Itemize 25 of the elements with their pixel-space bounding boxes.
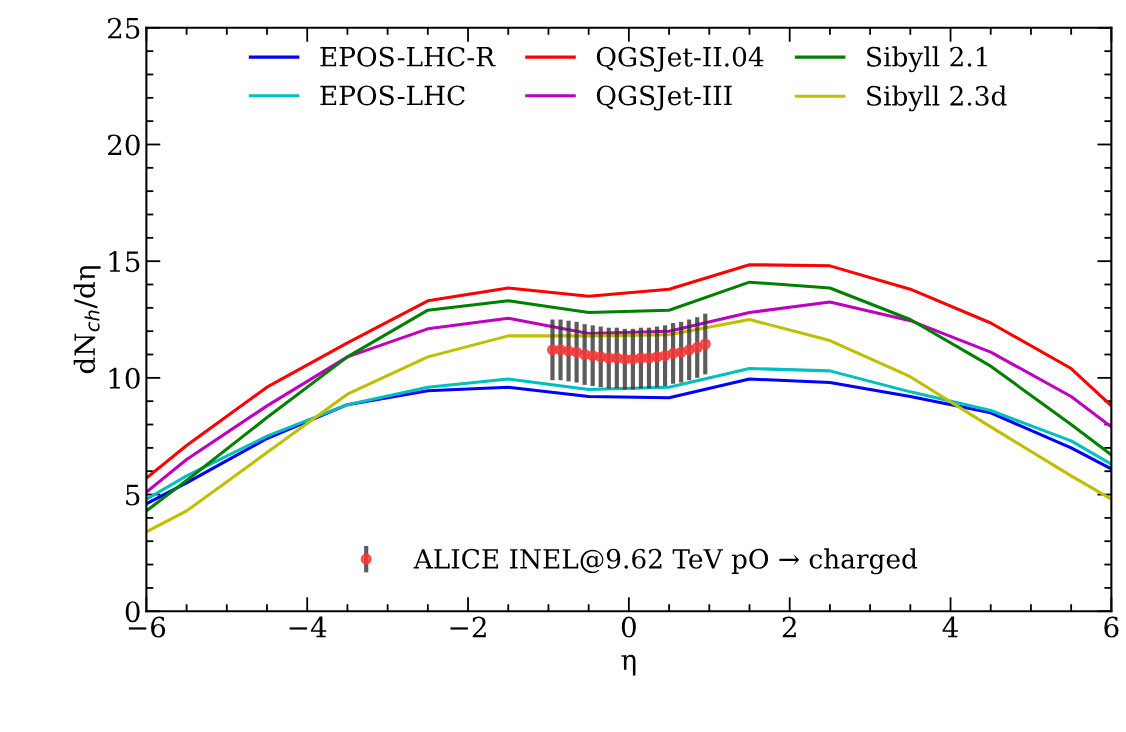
x-tick-label: 6 (1104, 616, 1119, 638)
point (691, 341, 703, 354)
y-tick-label: 5 (126, 484, 140, 506)
y-tick-label: 10 (109, 367, 140, 389)
x-tick-label: 2 (782, 616, 796, 638)
y-tick-label: 20 (108, 134, 140, 156)
legend-label: EPOS-LHC (320, 85, 465, 106)
point (699, 338, 711, 350)
line-series (146, 280, 1112, 513)
x-tick-label: 4 (942, 616, 958, 638)
x-tick-label: −4 (289, 616, 327, 638)
legend-label: EPOS-LHC-R (320, 46, 496, 67)
legend-label: QGSJet-II.04 (596, 46, 764, 72)
y-axis-title: dN$_{ch}$/dη (73, 266, 101, 374)
x-axis-title: η (621, 654, 636, 676)
legend-label: ALICE INEL@9.62 TeV pO → charged (413, 548, 918, 575)
x-tick-label: 0 (621, 616, 636, 638)
legend-label: Sibyll 2.1 (867, 46, 987, 73)
x-tick-label: −2 (450, 616, 486, 638)
legend-label: QGSJet-III (596, 85, 732, 111)
y-tick-label: 15 (109, 251, 140, 273)
line-series (146, 317, 1112, 534)
line-series (146, 263, 1112, 480)
y-tick-label: 25 (108, 17, 140, 39)
legend-label: Sibyll 2.3d (867, 85, 1007, 112)
